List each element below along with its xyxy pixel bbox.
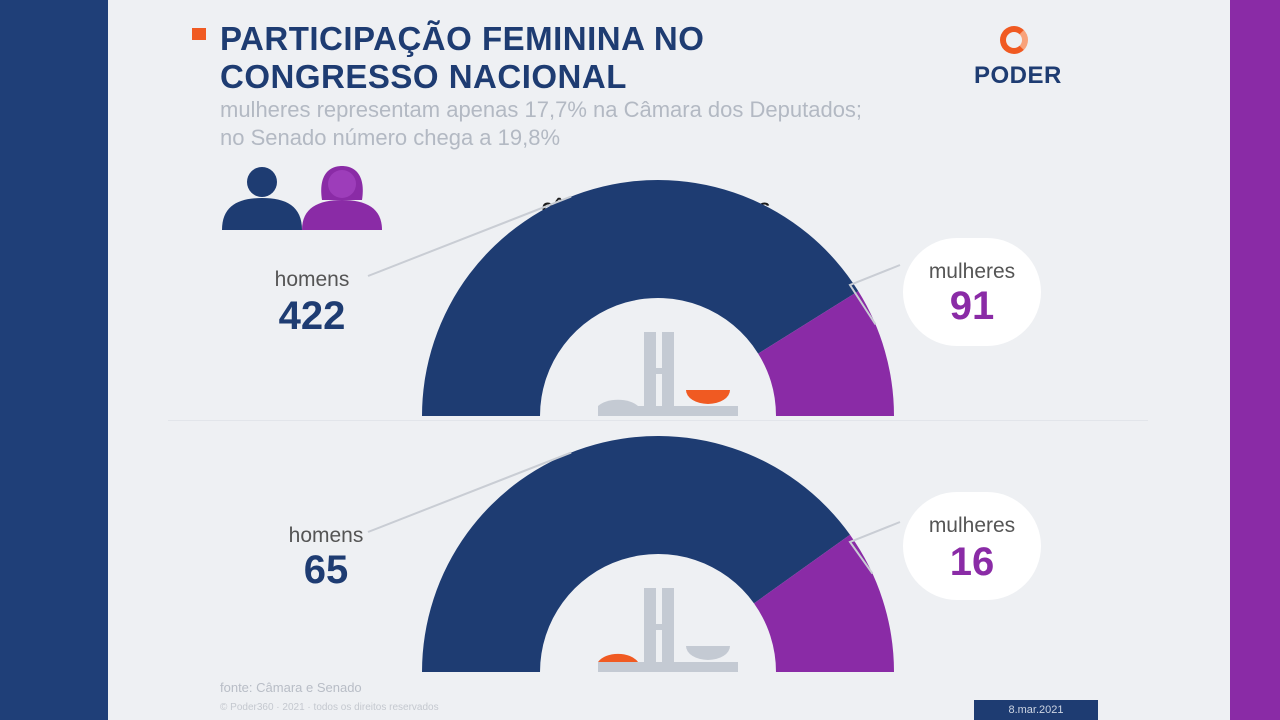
arc-mulheres-0 [758, 291, 894, 416]
logo-ring-icon [1000, 26, 1028, 54]
page-subtitle: mulheres representam apenas 17,7% na Câm… [220, 97, 863, 150]
men-label-camara: homens [274, 268, 350, 291]
leader-line-men-0 [367, 195, 572, 277]
men-value-camara: 422 [278, 294, 346, 338]
section-divider [168, 420, 1148, 421]
poder-logo: PODER [968, 22, 1068, 102]
man-woman-icon [222, 166, 382, 230]
source-note: fonte: Câmara e Senado [220, 680, 362, 695]
women-value-senado: 16 [949, 540, 995, 584]
women-label-camara: mulheres [928, 260, 1016, 283]
women-bubble-senado [903, 492, 1041, 600]
title-bullet-icon [192, 28, 206, 40]
leader-line-women-1 [848, 521, 901, 575]
women-label-senado: mulheres [928, 514, 1016, 537]
half-donut-charts [367, 180, 901, 672]
men-value-senado: 65 [303, 548, 349, 592]
date-badge: 8.mar.2021 [974, 700, 1098, 720]
arc-homens-1 [422, 435, 850, 672]
congress-building-icon-0 [598, 332, 738, 416]
leader-line-women-0 [848, 264, 901, 325]
arc-mulheres-1 [753, 534, 894, 672]
men-label-senado: homens [288, 524, 364, 547]
page-title: PARTICIPAÇÃO FEMININA NO CONGRESSO NACIO… [220, 20, 705, 95]
arc-homens-0 [422, 180, 859, 416]
infographic-card: PARTICIPAÇÃO FEMININA NO CONGRESSO NACIO… [108, 0, 1230, 720]
leader-line-men-1 [367, 451, 572, 533]
congress-building-icon-1 [598, 588, 738, 672]
logo-text: PODER [974, 62, 1062, 89]
left-border-stripe [0, 0, 108, 720]
women-value-camara: 91 [949, 284, 995, 328]
women-bubble-camara [903, 238, 1041, 346]
right-border-stripe [1230, 0, 1280, 720]
credit-note: © Poder360 · 2021 · todos os direitos re… [220, 702, 439, 713]
